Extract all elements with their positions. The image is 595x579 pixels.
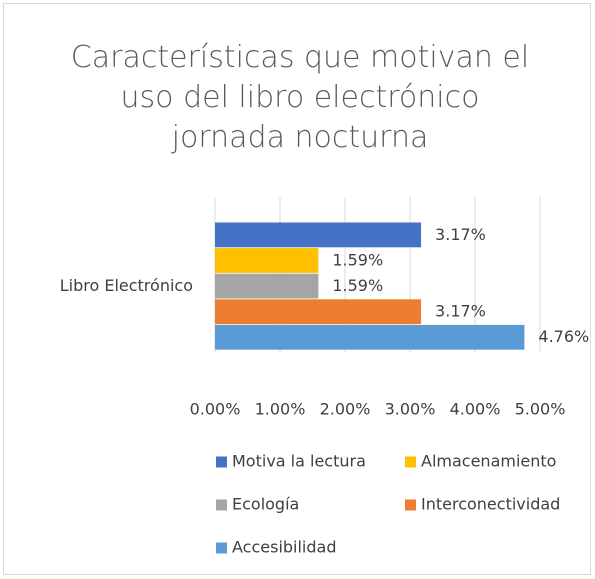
value-label: 3.17%	[435, 302, 486, 321]
legend-swatch	[216, 499, 227, 511]
value-label: 1.59%	[332, 276, 383, 295]
legend-label: Almacenamiento	[421, 452, 556, 471]
legend-label: Ecología	[232, 495, 299, 514]
x-tick-label: 0.00%	[190, 400, 241, 419]
y-tick-label: Libro Electrónico	[60, 276, 193, 295]
bar	[215, 324, 525, 350]
legend-swatch	[405, 456, 416, 468]
bar	[215, 299, 422, 325]
value-label: 3.17%	[435, 225, 486, 244]
x-tick-label: 1.00%	[255, 400, 306, 419]
legend-label: Accesibilidad	[232, 538, 337, 557]
bar	[215, 248, 319, 273]
legend-swatch	[405, 499, 416, 511]
x-tick-label: 2.00%	[320, 400, 371, 419]
legend-label: Interconectividad	[421, 495, 560, 514]
x-tick-label: 5.00%	[515, 400, 566, 419]
legend-swatch	[216, 542, 227, 554]
x-tick-label: 4.00%	[450, 400, 501, 419]
value-label: 4.76%	[538, 327, 589, 346]
legend-swatch	[216, 456, 227, 468]
x-tick-label: 3.00%	[385, 400, 436, 419]
bar	[215, 273, 319, 299]
bar	[215, 222, 422, 248]
chart-title: Características que motivan el uso del l…	[70, 40, 530, 155]
legend-label: Motiva la lectura	[232, 452, 366, 471]
value-label: 1.59%	[332, 250, 383, 269]
